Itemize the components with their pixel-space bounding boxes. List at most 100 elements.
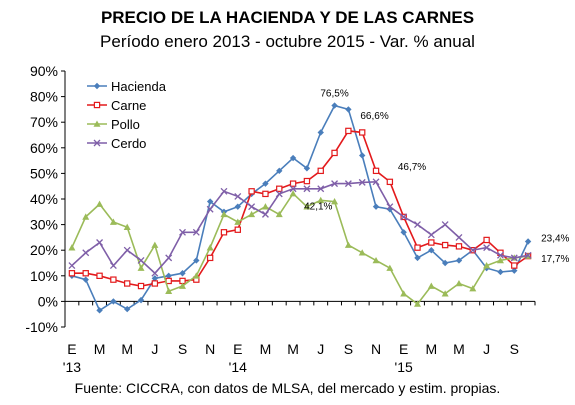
data-point bbox=[289, 154, 297, 162]
data-point bbox=[511, 267, 518, 274]
data-point bbox=[137, 264, 145, 271]
x-tick-label: E bbox=[233, 341, 242, 357]
data-point bbox=[220, 210, 228, 218]
x-tick-label: M bbox=[121, 341, 133, 357]
data-point bbox=[151, 241, 159, 248]
y-tick-label: -10% bbox=[25, 319, 58, 335]
data-point bbox=[469, 285, 477, 292]
data-point bbox=[317, 196, 325, 204]
data-point bbox=[123, 246, 131, 254]
data-point bbox=[524, 251, 532, 259]
series-carne bbox=[68, 127, 532, 290]
data-point bbox=[82, 270, 89, 277]
data-point bbox=[179, 282, 186, 289]
data-point bbox=[455, 243, 463, 250]
data-point bbox=[386, 264, 394, 271]
data-point bbox=[428, 247, 435, 254]
data-point bbox=[248, 188, 255, 195]
data-point bbox=[358, 249, 366, 256]
data-point bbox=[262, 190, 269, 198]
data-point bbox=[82, 249, 90, 257]
data-point bbox=[261, 203, 269, 210]
data-point bbox=[68, 270, 76, 277]
data-point bbox=[220, 229, 228, 236]
data-point bbox=[400, 290, 408, 297]
data-point bbox=[414, 221, 421, 229]
data-point bbox=[123, 223, 131, 230]
data-point bbox=[96, 272, 103, 280]
data-point bbox=[359, 129, 366, 136]
x-tick-label: N bbox=[205, 341, 215, 357]
data-point bbox=[372, 203, 380, 210]
data-point bbox=[344, 180, 352, 188]
data-point bbox=[524, 238, 532, 245]
data-point bbox=[414, 244, 421, 251]
data-point bbox=[414, 300, 421, 307]
legend: Hacienda Carne Pollo Cerdo bbox=[87, 79, 167, 151]
data-point bbox=[428, 239, 435, 246]
data-point bbox=[82, 213, 90, 220]
data-point bbox=[109, 218, 117, 225]
series-line bbox=[71, 130, 529, 287]
data-point bbox=[303, 177, 311, 185]
data-point bbox=[93, 82, 101, 90]
legend-label: Cerdo bbox=[111, 136, 146, 151]
annotation-label: 23,4% bbox=[541, 233, 569, 244]
data-point bbox=[427, 282, 435, 289]
data-point bbox=[483, 244, 491, 252]
y-tick-label: 0% bbox=[38, 293, 58, 309]
data-point bbox=[455, 257, 463, 264]
data-point bbox=[372, 167, 380, 175]
data-point bbox=[96, 200, 104, 207]
series-cerdo bbox=[68, 178, 532, 277]
x-year-label: '14 bbox=[229, 359, 247, 375]
data-point bbox=[234, 203, 241, 210]
y-tick-label: 20% bbox=[30, 242, 58, 258]
legend-item-carne: Carne bbox=[87, 98, 146, 113]
x-tick-label: N bbox=[371, 341, 381, 357]
legend-label: Pollo bbox=[111, 117, 140, 132]
data-point bbox=[192, 228, 200, 236]
data-point bbox=[276, 185, 283, 192]
data-point bbox=[206, 205, 214, 213]
annotation-label: 66,6% bbox=[360, 111, 388, 122]
data-point bbox=[248, 210, 256, 218]
data-point bbox=[331, 180, 339, 188]
data-point bbox=[345, 127, 352, 135]
data-point bbox=[303, 185, 311, 193]
legend-item-hacienda: Hacienda bbox=[87, 79, 167, 94]
chart-title: PRECIO DE LA HACIENDA Y DE LAS CARNES bbox=[100, 8, 475, 27]
data-point bbox=[234, 192, 242, 200]
legend-item-cerdo: Cerdo bbox=[87, 136, 146, 151]
data-point bbox=[151, 275, 159, 282]
data-point bbox=[261, 210, 269, 218]
data-point bbox=[510, 254, 518, 262]
data-point bbox=[372, 256, 380, 264]
y-tick-label: 50% bbox=[30, 165, 58, 181]
x-tick-label: E bbox=[399, 341, 408, 357]
data-point bbox=[441, 221, 449, 229]
x-tick-label: J bbox=[317, 341, 324, 357]
legend-item-pollo: Pollo bbox=[87, 117, 140, 132]
y-tick-label: 80% bbox=[30, 89, 58, 105]
data-point bbox=[165, 254, 173, 262]
data-point bbox=[179, 270, 186, 277]
x-tick-label: S bbox=[510, 341, 519, 357]
data-point bbox=[414, 254, 421, 262]
data-point bbox=[455, 233, 463, 241]
data-point bbox=[93, 101, 101, 109]
data-point bbox=[331, 198, 339, 205]
data-point bbox=[93, 139, 101, 147]
legend-label: Carne bbox=[111, 98, 146, 113]
x-tick-label: S bbox=[344, 341, 353, 357]
data-point bbox=[358, 178, 366, 186]
data-point bbox=[386, 203, 394, 211]
data-point bbox=[109, 262, 117, 270]
series-hacienda bbox=[68, 102, 532, 314]
data-point bbox=[317, 167, 324, 175]
data-point bbox=[497, 268, 504, 276]
data-point bbox=[275, 210, 283, 218]
series-line bbox=[71, 104, 529, 312]
data-point bbox=[96, 239, 104, 246]
